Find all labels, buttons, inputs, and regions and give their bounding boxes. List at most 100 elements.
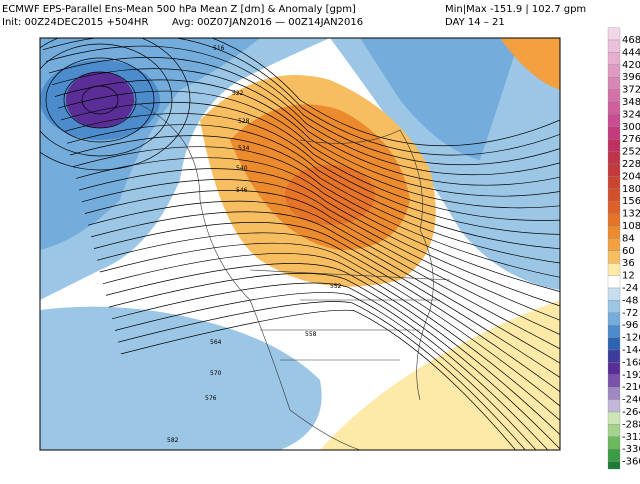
colorbar-swatch — [607, 163, 621, 177]
colorbar-label: 228 — [622, 159, 640, 170]
colorbar-label: 252 — [622, 147, 640, 158]
contour-line — [63, 71, 137, 129]
colorbar-swatch — [607, 89, 621, 103]
colorbar-swatch — [607, 300, 621, 313]
colorbar-label: -120 — [622, 333, 640, 344]
contour-line — [81, 179, 560, 321]
colorbar-label: -288 — [622, 419, 640, 430]
colorbar-swatch — [607, 449, 621, 462]
contour-line — [105, 263, 560, 435]
contour-label: 540 — [236, 165, 248, 172]
init: Init: 00Z24DEC2015 +504HR — [2, 17, 148, 28]
contour-line — [40, 38, 191, 171]
colorbar-label: 180 — [622, 184, 640, 195]
colorbar-label: -24 — [622, 283, 638, 294]
contour-label: 552 — [330, 283, 342, 290]
contour-line — [99, 242, 560, 407]
days: DAY 14 – 21 — [445, 17, 505, 28]
contour-label: 582 — [167, 437, 179, 444]
contour-line — [81, 85, 119, 115]
contour-line — [45, 57, 155, 143]
contour-label: 546 — [236, 187, 248, 194]
colorbar-label: -192 — [622, 370, 640, 381]
colorbar-label: -72 — [622, 308, 638, 319]
colorbar-label: -144 — [622, 345, 640, 356]
colorbar-swatch — [607, 312, 621, 326]
colorbar-label: 204 — [622, 171, 640, 182]
contour-line — [96, 232, 560, 392]
title: ECMWF EPS-Parallel Ens-Mean 500 hPa Mean… — [2, 4, 356, 15]
colorbar-label: 108 — [622, 221, 640, 232]
contour-label: 570 — [210, 370, 222, 377]
contour-label: 516 — [213, 45, 225, 52]
colorbar-label: -240 — [622, 395, 640, 406]
colorbar-label: 12 — [622, 271, 635, 282]
contour-line — [78, 168, 560, 307]
contour-label: 528 — [238, 118, 250, 125]
colorbar-swatch — [607, 238, 621, 251]
contour-line — [69, 135, 560, 264]
colorbar-swatch — [607, 250, 621, 264]
colorbar-label: 84 — [622, 233, 635, 244]
colorbar-swatch — [607, 213, 621, 227]
contour-line — [60, 101, 560, 221]
contour-line — [40, 38, 560, 147]
colorbar-label: 444 — [622, 47, 640, 58]
colorbar-label: -264 — [622, 407, 640, 418]
colorbar-label: 132 — [622, 209, 640, 220]
colorbar-swatch — [607, 52, 621, 65]
colorbar-label: -48 — [622, 295, 638, 306]
colorbar-label: 348 — [622, 97, 640, 108]
colorbar-label: 468 — [622, 35, 640, 46]
contour-line — [45, 45, 560, 166]
contour-line — [108, 273, 560, 450]
contour-line — [51, 68, 560, 186]
colorbar-swatch — [607, 399, 621, 413]
colorbar-swatch — [607, 201, 621, 214]
colorbar-swatch — [607, 27, 621, 41]
colorbar-label: -360 — [622, 457, 640, 468]
contour-line — [72, 146, 560, 278]
colorbar-label: -168 — [622, 357, 640, 368]
colorbar-swatch — [607, 275, 621, 289]
colorbar-label: 372 — [622, 85, 640, 96]
contour-line — [120, 309, 516, 450]
colorbar-swatch — [607, 114, 621, 127]
colorbar-label: 156 — [622, 196, 640, 207]
contour-line — [114, 292, 537, 450]
colorbar-swatch — [607, 387, 621, 400]
colorbar-swatch — [607, 263, 621, 276]
colorbar-swatch — [607, 374, 621, 388]
avg: Avg: 00Z07JAN2016 — 00Z14JAN2016 — [172, 17, 363, 28]
map — [40, 38, 560, 450]
contour-line — [84, 190, 560, 335]
colorbar-label: 300 — [622, 122, 640, 133]
colorbar-swatch — [607, 39, 621, 53]
colorbar-swatch — [607, 461, 621, 470]
contour-label: 522 — [232, 90, 244, 97]
colorbar-swatch — [607, 139, 621, 152]
contour-line — [117, 301, 526, 450]
colorbar-label: 420 — [622, 60, 640, 71]
contour-line — [111, 282, 549, 450]
colorbar: 4684444203963723483243002762522282041801… — [607, 27, 640, 470]
map-frame — [39, 37, 561, 451]
colorbar-swatch — [607, 151, 621, 165]
colorbar-swatch — [607, 424, 621, 437]
minmax: Min|Max -151.9 | 102.7 gpm — [445, 4, 586, 15]
colorbar-label: 324 — [622, 109, 640, 120]
colorbar-label: 36 — [622, 258, 635, 269]
contour-label: 576 — [205, 395, 217, 402]
contour-line — [54, 79, 560, 197]
colorbar-swatch — [607, 225, 621, 239]
contour-line — [48, 57, 560, 176]
contour-label: 558 — [305, 331, 317, 338]
colorbar-swatch — [607, 337, 621, 351]
colorbar-swatch — [607, 349, 621, 363]
contour-line — [57, 90, 560, 209]
colorbar-swatch — [607, 126, 621, 140]
colorbar-label: 276 — [622, 134, 640, 145]
contour-line — [42, 38, 560, 156]
colorbar-swatch — [607, 188, 621, 202]
